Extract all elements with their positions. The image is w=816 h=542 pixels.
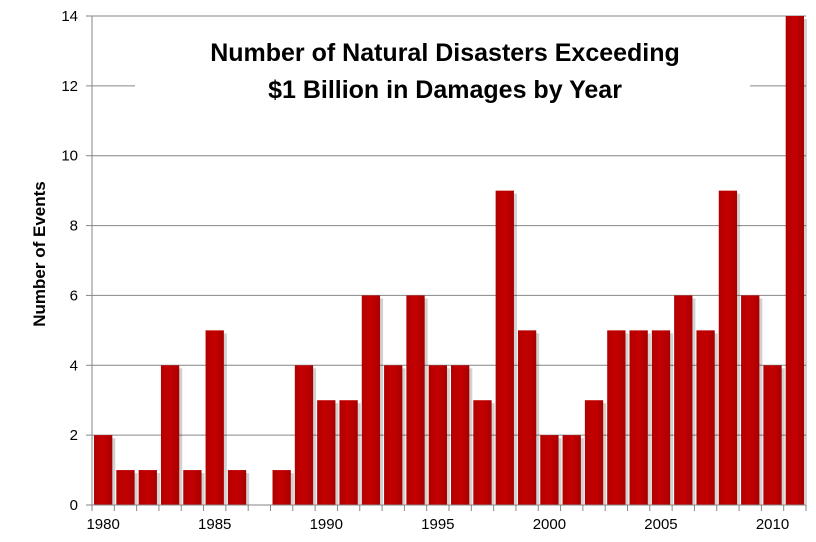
y-tick-label: 4 — [70, 357, 78, 374]
chart-title: Number of Natural Disasters Exceeding $1… — [135, 28, 750, 108]
x-tick-label: 1990 — [310, 516, 343, 533]
bar-2005 — [651, 330, 671, 505]
bar-2009 — [741, 295, 760, 505]
bar-2000 — [540, 435, 559, 505]
y-tick-labels: 0 2 4 6 8 10 12 14 — [61, 8, 78, 514]
bar-1998 — [495, 190, 514, 505]
bar-1983 — [160, 365, 180, 505]
bar-1980 — [94, 435, 113, 505]
bar-1994 — [406, 295, 425, 505]
y-tick-label: 2 — [70, 427, 78, 444]
y-tick-label: 10 — [61, 148, 78, 165]
bar-1996 — [451, 365, 470, 505]
x-tick-label: 2010 — [756, 516, 789, 533]
bar-1985 — [205, 330, 224, 505]
bar-1989 — [294, 365, 314, 505]
bar-1995 — [428, 365, 447, 505]
y-tick-label: 14 — [61, 8, 78, 25]
bar-2004 — [629, 330, 648, 505]
x-tick-label: 2005 — [644, 516, 677, 533]
bar-2010 — [763, 365, 782, 505]
bar-1981 — [116, 470, 135, 505]
bar-2008 — [718, 190, 738, 505]
bar-1990 — [317, 400, 336, 505]
bar-1997 — [473, 400, 492, 505]
bar-1993 — [384, 365, 403, 505]
bar-1984 — [183, 470, 202, 505]
x-tick-label: 1980 — [86, 516, 119, 533]
bar-2002 — [584, 400, 604, 505]
chart-title-line-1: Number of Natural Disasters Exceeding — [210, 39, 680, 67]
bar-2003 — [607, 330, 626, 505]
bar-1988 — [272, 470, 291, 505]
bar-1999 — [517, 330, 537, 505]
bar-1991 — [339, 400, 358, 505]
axes — [86, 15, 807, 511]
bar-1992 — [361, 295, 381, 505]
x-tick-label: 1985 — [198, 516, 231, 533]
bar-2006 — [674, 295, 693, 505]
chart-title-line-2: $1 Billion in Damages by Year — [268, 76, 622, 104]
bar-1986 — [227, 470, 247, 505]
y-tick-label: 0 — [70, 497, 78, 514]
y-tick-label: 8 — [70, 218, 78, 235]
bars — [94, 16, 807, 505]
bar-2001 — [562, 435, 581, 505]
bar-2011 — [785, 16, 804, 505]
y-tick-label: 12 — [61, 78, 78, 95]
bar-1982 — [138, 470, 157, 505]
x-tick-label: 2000 — [533, 516, 566, 533]
y-axis-label: Number of Events — [30, 181, 49, 326]
x-tick-label: 1995 — [421, 516, 454, 533]
x-tick-labels: 1980 1985 1990 1995 2000 2005 2010 — [86, 516, 789, 533]
y-tick-label: 6 — [70, 287, 78, 304]
bar-2007 — [696, 330, 715, 505]
